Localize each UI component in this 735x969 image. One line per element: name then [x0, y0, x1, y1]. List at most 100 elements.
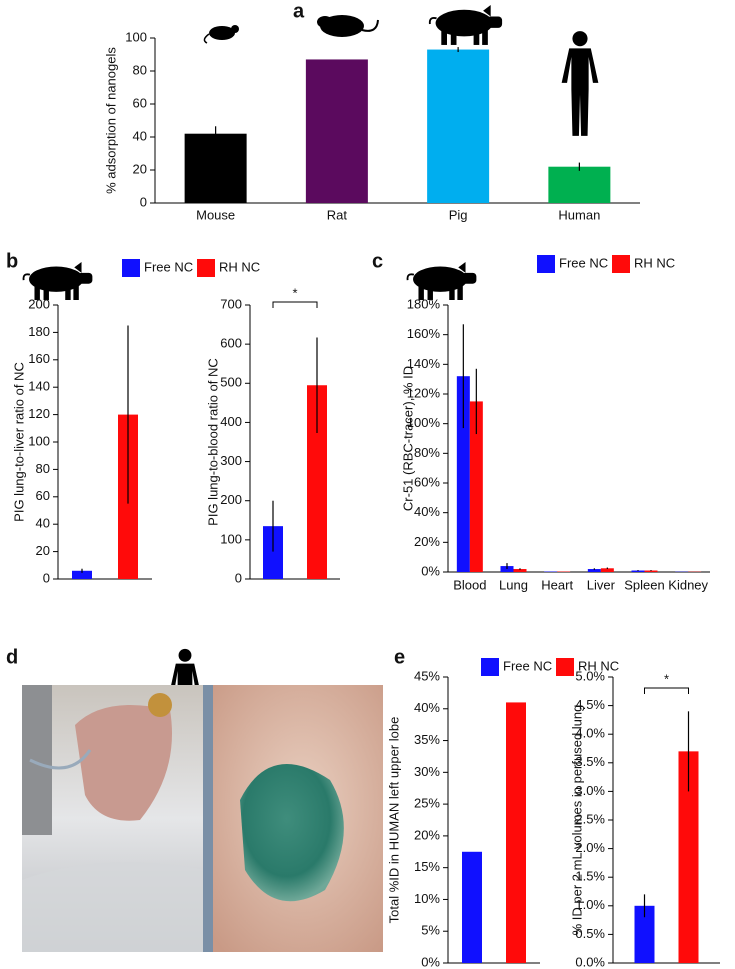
y-tick-label: 100%	[407, 415, 441, 430]
photo-left	[22, 685, 206, 952]
y-tick-label: 100	[125, 29, 147, 44]
y-tick-label: 200	[220, 492, 242, 507]
x-tick-label: Mouse	[196, 207, 235, 222]
y-tick-label: 600	[220, 336, 242, 351]
x-tick-label: Human	[558, 207, 600, 222]
y-axis-label: Total %ID in HUMAN left upper lobe	[386, 717, 401, 924]
y-tick-label: 140	[28, 379, 50, 394]
x-tick-label: Heart	[541, 577, 573, 592]
legend-swatch	[556, 658, 574, 676]
y-tick-label: 40	[36, 516, 50, 531]
y-tick-label: 120%	[407, 385, 441, 400]
bar	[644, 570, 658, 572]
y-tick-label: 5.0%	[575, 668, 605, 683]
y-tick-label: 4.0%	[575, 726, 605, 741]
significance-bracket	[644, 687, 689, 694]
y-tick-label: 20%	[414, 827, 440, 842]
y-tick-label: 120	[28, 406, 50, 421]
y-tick-label: 0%	[421, 563, 440, 578]
x-tick-label: Pig	[449, 207, 468, 222]
legend-swatch	[537, 255, 555, 273]
bar	[263, 526, 283, 579]
pig-icon	[22, 262, 94, 300]
human-icon	[561, 31, 599, 136]
legend-label: RH NC	[634, 255, 675, 270]
bar	[184, 133, 247, 203]
y-axis-label: % ID per 2 mL volumes in perfused lung	[569, 705, 584, 936]
y-tick-label: 80	[133, 62, 147, 77]
x-tick-label: Blood	[453, 577, 486, 592]
panel-label: c	[372, 250, 383, 272]
rat-icon	[317, 15, 379, 37]
y-tick-label: 0.0%	[575, 954, 605, 969]
panel-label: a	[293, 0, 305, 22]
legend-swatch	[197, 259, 215, 277]
bar	[600, 568, 614, 572]
y-tick-label: 60	[36, 488, 50, 503]
y-axis-label: PIG lung-to-blood ratio of NC	[205, 358, 220, 526]
y-tick-label: 30%	[414, 764, 440, 779]
bar	[678, 751, 699, 963]
y-tick-label: 160%	[407, 326, 441, 341]
annotation: *	[664, 671, 669, 686]
panel-label: e	[394, 646, 405, 668]
y-tick-label: 0	[43, 570, 50, 585]
y-tick-label: 3.5%	[575, 754, 605, 769]
y-axis-label: PIG lung-to-liver ratio of NC	[11, 362, 26, 522]
bar	[462, 851, 482, 963]
y-tick-label: 160	[28, 351, 50, 366]
bar	[634, 905, 655, 963]
y-tick-label: 180%	[407, 296, 441, 311]
legend-swatch	[612, 255, 630, 273]
y-tick-label: 1.5%	[575, 869, 605, 884]
bar	[587, 569, 601, 572]
y-tick-label: 40%	[414, 504, 440, 519]
x-tick-label: Spleen	[624, 577, 664, 592]
y-tick-label: 0	[140, 194, 147, 209]
bar	[631, 570, 645, 572]
panel-label: d	[6, 646, 18, 668]
bar	[72, 570, 92, 579]
legend-label: RH NC	[578, 658, 619, 673]
annotation: *	[292, 285, 297, 300]
significance-bracket	[272, 301, 318, 308]
x-tick-label: Rat	[327, 207, 348, 222]
bar	[307, 385, 327, 579]
bar	[469, 401, 483, 572]
x-tick-label: Liver	[587, 577, 616, 592]
y-tick-label: 500	[220, 375, 242, 390]
legend-label: Free NC	[559, 255, 608, 270]
y-tick-label: 180	[28, 324, 50, 339]
mouse-icon	[203, 25, 239, 44]
y-tick-label: 20	[36, 543, 50, 558]
y-tick-label: 40	[133, 128, 147, 143]
legend-swatch	[122, 259, 140, 277]
y-tick-label: 5%	[421, 923, 440, 938]
y-tick-label: 700	[220, 296, 242, 311]
y-tick-label: 1.0%	[575, 897, 605, 912]
y-axis-label: % adsorption of nanogels	[103, 47, 118, 194]
y-axis-label: Cr-51 (RBC-tracer), % ID	[400, 366, 415, 511]
y-tick-label: 4.5%	[575, 697, 605, 712]
y-tick-label: 2.0%	[575, 840, 605, 855]
pig-icon	[406, 262, 478, 300]
bar	[548, 166, 611, 203]
y-tick-label: 80	[36, 461, 50, 476]
bar	[506, 702, 526, 963]
y-tick-label: 60%	[414, 474, 440, 489]
legend-label: Free NC	[144, 259, 193, 274]
y-tick-label: 35%	[414, 732, 440, 747]
legend-label: RH NC	[219, 259, 260, 274]
legend-swatch	[481, 658, 499, 676]
y-tick-label: 0	[235, 570, 242, 585]
y-tick-label: 400	[220, 414, 242, 429]
y-tick-label: 40%	[414, 700, 440, 715]
bar	[427, 49, 490, 203]
y-tick-label: 80%	[414, 445, 440, 460]
y-tick-label: 15%	[414, 859, 440, 874]
y-tick-label: 60	[133, 95, 147, 110]
y-tick-label: 10%	[414, 891, 440, 906]
panel-label: b	[6, 250, 18, 272]
